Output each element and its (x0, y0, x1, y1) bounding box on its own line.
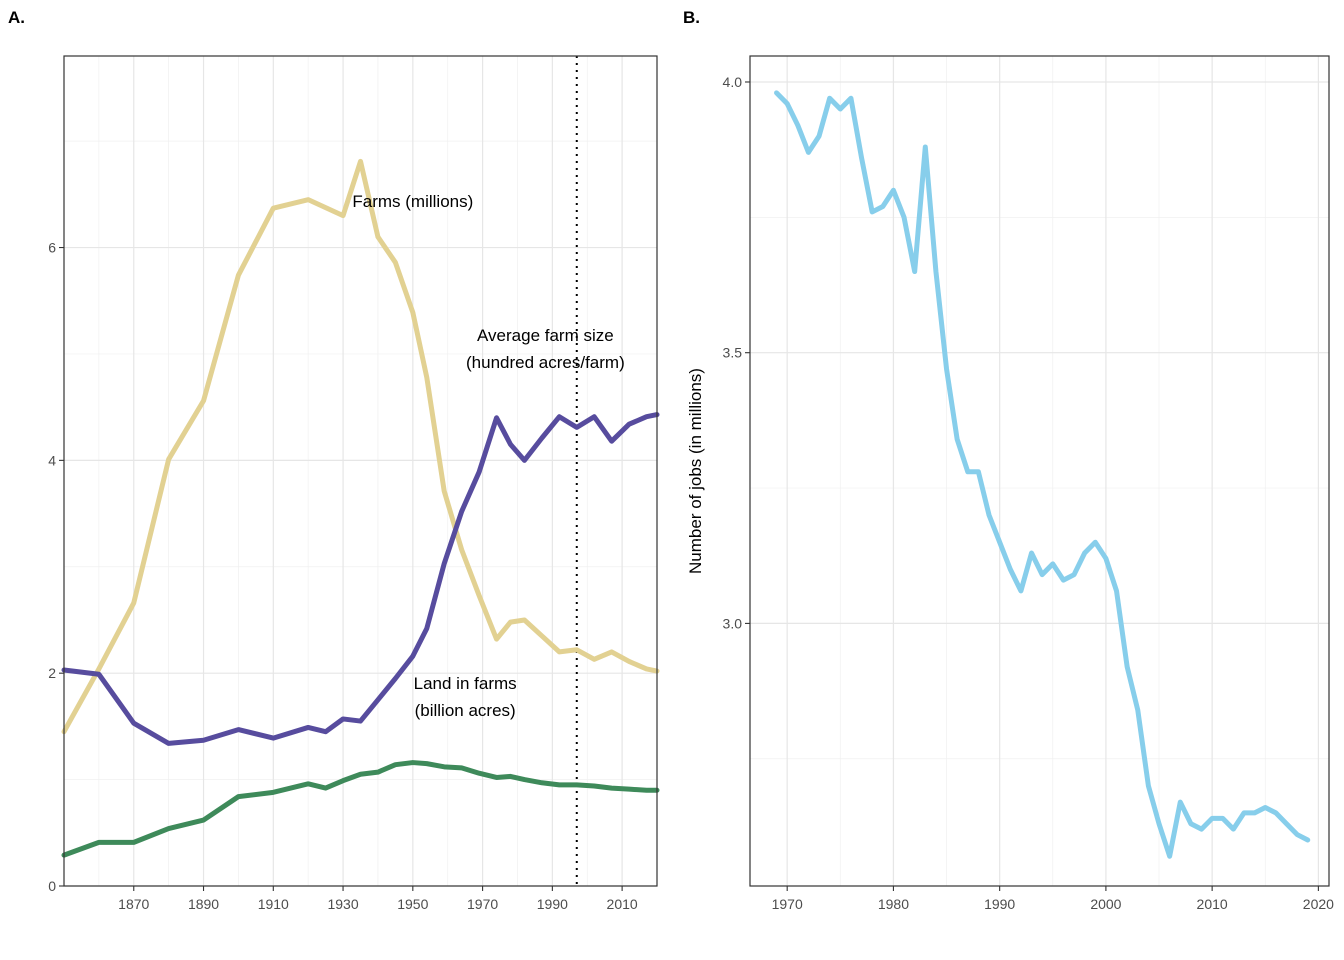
panel-a-series-label: (hundred acres/farm) (466, 353, 625, 372)
panel-a-series-label: Average farm size (477, 326, 614, 345)
panel-a-x-tick-label: 2010 (607, 896, 638, 912)
panel-a-y-tick-label: 6 (48, 240, 56, 256)
panel-b-tag: B. (683, 8, 700, 27)
panel-a-x-tick-label: 1950 (397, 896, 428, 912)
panel-a-series-label: Land in farms (414, 674, 517, 693)
panel-b-x-tick-label: 2020 (1303, 896, 1334, 912)
panel-a-series-line-0 (61, 158, 660, 735)
panel-a-plot-frame (63, 55, 658, 887)
panel-a-series-line-1 (61, 412, 660, 746)
panel-a-x-tick-label: 1990 (537, 896, 568, 912)
panel-a-x-tick-label: 1910 (258, 896, 289, 912)
panel-b-x-tick-label: 2010 (1197, 896, 1228, 912)
panel-a: Farms (millions) Average farm size (hundre… (8, 8, 660, 912)
panel-a-x-tick-label: 1890 (188, 896, 219, 912)
panel-b-series-line-0 (774, 90, 1311, 859)
panel-a-x-tick-label: 1970 (467, 896, 498, 912)
panel-b-y-tick-label: 3.5 (723, 345, 743, 361)
panel-b-y-tick-label: 3.0 (723, 615, 743, 631)
panel-b-x-tick-label: 1980 (878, 896, 909, 912)
panel-a-y-tick-label: 2 (48, 665, 56, 681)
panel-a-series-line-2 (61, 760, 660, 858)
panel-a-x-tick-label: 1870 (118, 896, 149, 912)
panel-a-tag: A. (8, 8, 25, 27)
panel-b-plot-frame (749, 55, 1330, 887)
panel-b-x-tick-label: 1990 (984, 896, 1015, 912)
panel-b-y-tick-label: 4.0 (723, 74, 743, 90)
panel-a-y-tick-label: 0 (48, 878, 56, 894)
panel-a-series-label: Farms (millions) (352, 192, 473, 211)
panel-a-series-label: (billion acres) (415, 701, 516, 720)
panel-a-x-tick-label: 1930 (327, 896, 358, 912)
panel-a-y-tick-label: 4 (48, 452, 56, 468)
panel-b-x-tick-label: 2000 (1090, 896, 1121, 912)
panel-b-x-tick-label: 1970 (772, 896, 803, 912)
panel-b-y-axis-title: Number of jobs (in millions) (686, 368, 705, 574)
panel-b: 1970 1980 1990 2000 2010 2020 3.0 3.5 4.0 Number … (683, 8, 1334, 912)
